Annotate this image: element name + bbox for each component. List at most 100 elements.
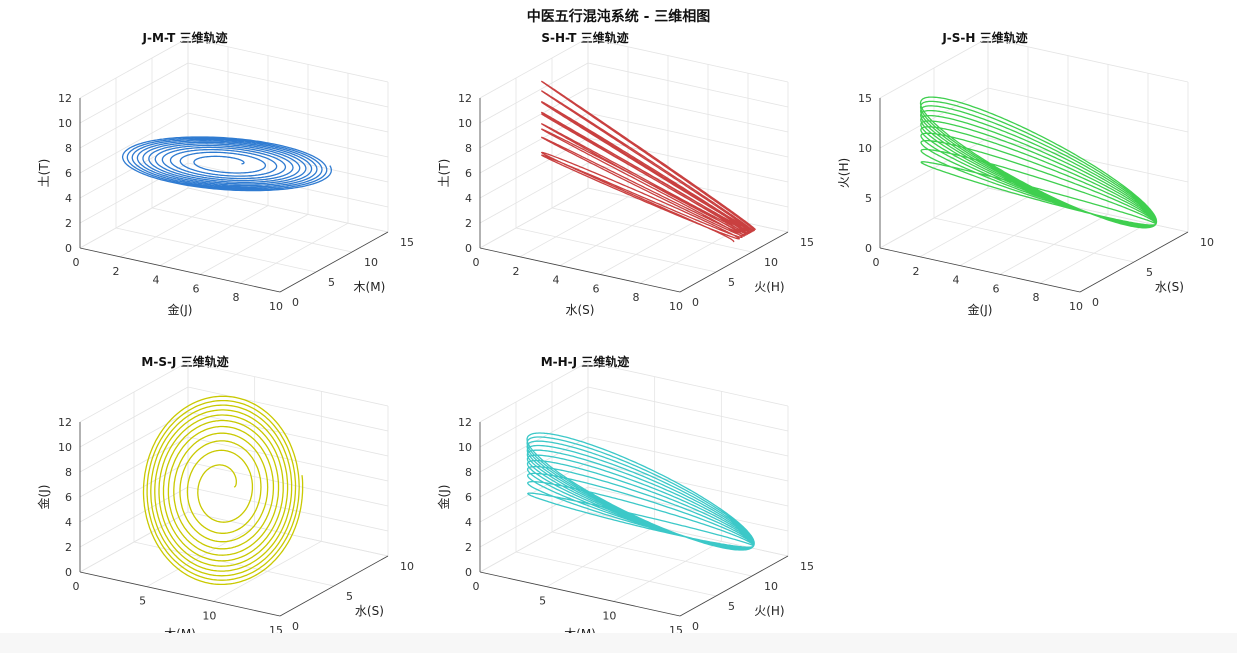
y-tick-label: 10 bbox=[764, 580, 778, 593]
grid-line bbox=[79, 187, 189, 249]
grid-line bbox=[479, 386, 589, 448]
grid-line bbox=[587, 37, 789, 83]
x-tick-label: 10 bbox=[602, 609, 616, 622]
z-tick-label: 4 bbox=[65, 516, 72, 529]
y-tick-label: 10 bbox=[400, 560, 414, 573]
panel-msj: M-S-J 三维轨迹0246810120510150510木(M)水(S)金(J… bbox=[20, 352, 414, 641]
x-tick-label: 10 bbox=[1069, 300, 1083, 313]
grid-line bbox=[479, 137, 589, 199]
z-tick-label: 10 bbox=[58, 441, 72, 454]
z-tick-label: 8 bbox=[465, 466, 472, 479]
grid-line bbox=[187, 386, 389, 432]
z-tick-label: 8 bbox=[65, 466, 72, 479]
grid-line bbox=[587, 361, 789, 407]
y-tick-label: 0 bbox=[692, 296, 699, 309]
y-tick-label: 0 bbox=[692, 620, 699, 633]
grid-line bbox=[479, 486, 589, 548]
grid-line bbox=[587, 87, 789, 133]
chart-title: S-H-T 三维轨迹 bbox=[541, 30, 628, 45]
grid-line bbox=[187, 62, 389, 108]
y-axis-line bbox=[679, 231, 789, 293]
z-tick-label: 4 bbox=[65, 192, 72, 205]
x-tick-label: 8 bbox=[233, 291, 240, 304]
y-axis-label: 火(H) bbox=[754, 604, 784, 618]
grid-line bbox=[987, 37, 1189, 83]
x-tick-label: 0 bbox=[73, 580, 80, 593]
grid-line bbox=[119, 196, 229, 258]
y-tick-label: 5 bbox=[1146, 266, 1153, 279]
z-axis-label: 土(T) bbox=[437, 159, 451, 188]
x-tick-label: 0 bbox=[873, 256, 880, 269]
grid-line bbox=[479, 511, 589, 573]
grid-line bbox=[479, 162, 589, 224]
z-tick-label: 2 bbox=[465, 541, 472, 554]
grid-line bbox=[187, 411, 389, 457]
grid-line bbox=[587, 112, 789, 158]
z-tick-label: 4 bbox=[465, 516, 472, 529]
x-tick-label: 10 bbox=[269, 300, 283, 313]
grid-line bbox=[79, 62, 189, 124]
grid-line bbox=[587, 187, 789, 233]
y-tick-label: 0 bbox=[1092, 296, 1099, 309]
chart-mhj: M-H-J 三维轨迹024681012051015051015木(M)火(H)金… bbox=[436, 354, 814, 641]
y-tick-label: 5 bbox=[728, 600, 735, 613]
grid-line bbox=[551, 531, 753, 577]
panel-mhj: M-H-J 三维轨迹024681012051015051015木(M)火(H)金… bbox=[420, 352, 814, 641]
grid-line bbox=[479, 112, 589, 174]
z-tick-label: 6 bbox=[65, 491, 72, 504]
z-tick-label: 6 bbox=[65, 167, 72, 180]
z-tick-label: 6 bbox=[465, 167, 472, 180]
y-tick-label: 5 bbox=[728, 276, 735, 289]
grid-line bbox=[79, 37, 189, 99]
grid-line bbox=[187, 87, 389, 133]
chart-msj: M-S-J 三维轨迹0246810120510150510木(M)水(S)金(J… bbox=[36, 354, 414, 641]
grid-lines bbox=[79, 361, 389, 617]
chart-title: J-M-T 三维轨迹 bbox=[142, 30, 228, 45]
z-tick-label: 10 bbox=[58, 117, 72, 130]
panel-sht: S-H-T 三维轨迹 0 2 4 6 8 10 12 0 2 4 6 8 10 0 5 10 15 水(S) 火(H)… bbox=[420, 28, 814, 318]
z-tick-label: 15 bbox=[858, 92, 872, 105]
grid-lines bbox=[79, 37, 389, 293]
z-tick-label: 2 bbox=[465, 217, 472, 230]
grid-line bbox=[551, 207, 753, 253]
chart-title: M-H-J 三维轨迹 bbox=[541, 354, 630, 369]
z-tick-label: 4 bbox=[465, 192, 472, 205]
x-tick-label: 10 bbox=[669, 300, 683, 313]
z-tick-label: 10 bbox=[858, 142, 872, 155]
grid-line bbox=[587, 137, 789, 183]
grid-line bbox=[151, 207, 353, 253]
y-tick-label: 0 bbox=[292, 296, 299, 309]
y-tick-label: 10 bbox=[364, 256, 378, 269]
grid-line bbox=[479, 62, 589, 124]
grid-line bbox=[587, 461, 789, 507]
grid-line bbox=[587, 436, 789, 482]
grid-line bbox=[933, 217, 1135, 263]
z-tick-label: 8 bbox=[465, 142, 472, 155]
grid-line bbox=[159, 205, 269, 266]
grid-line bbox=[613, 540, 722, 602]
z-tick-label: 0 bbox=[65, 566, 72, 579]
z-axis-label: 金(J) bbox=[36, 485, 51, 510]
grid-line bbox=[519, 196, 629, 258]
y-axis-line bbox=[679, 555, 789, 617]
grid-line bbox=[187, 486, 389, 532]
z-axis-label: 土(T) bbox=[37, 159, 51, 188]
z-tick-label: 12 bbox=[58, 92, 72, 105]
grid-line bbox=[79, 112, 189, 174]
z-tick-label: 2 bbox=[65, 217, 72, 230]
grid-line bbox=[479, 187, 589, 249]
figure-title: 中医五行混沌系统 - 三维相图 bbox=[526, 9, 711, 25]
grid-line bbox=[546, 526, 655, 588]
z-tick-label: 8 bbox=[65, 142, 72, 155]
z-tick-label: 2 bbox=[65, 541, 72, 554]
x-tick-label: 6 bbox=[993, 282, 1000, 295]
x-tick-label: 4 bbox=[953, 274, 960, 287]
grid-line bbox=[987, 137, 1189, 183]
y-axis-label: 水(S) bbox=[1155, 280, 1184, 294]
y-axis-label: 火(H) bbox=[754, 280, 784, 294]
x-tick-label: 4 bbox=[153, 274, 160, 287]
grid-line bbox=[515, 227, 717, 273]
grid-line bbox=[187, 187, 389, 233]
grid-lines bbox=[479, 361, 789, 617]
chart-jsh: J-S-H 三维轨迹 0 5 10 15 0 2 4 6 8 10 0 5 10 金(J) 水(S) 火(H) bbox=[837, 30, 1214, 317]
